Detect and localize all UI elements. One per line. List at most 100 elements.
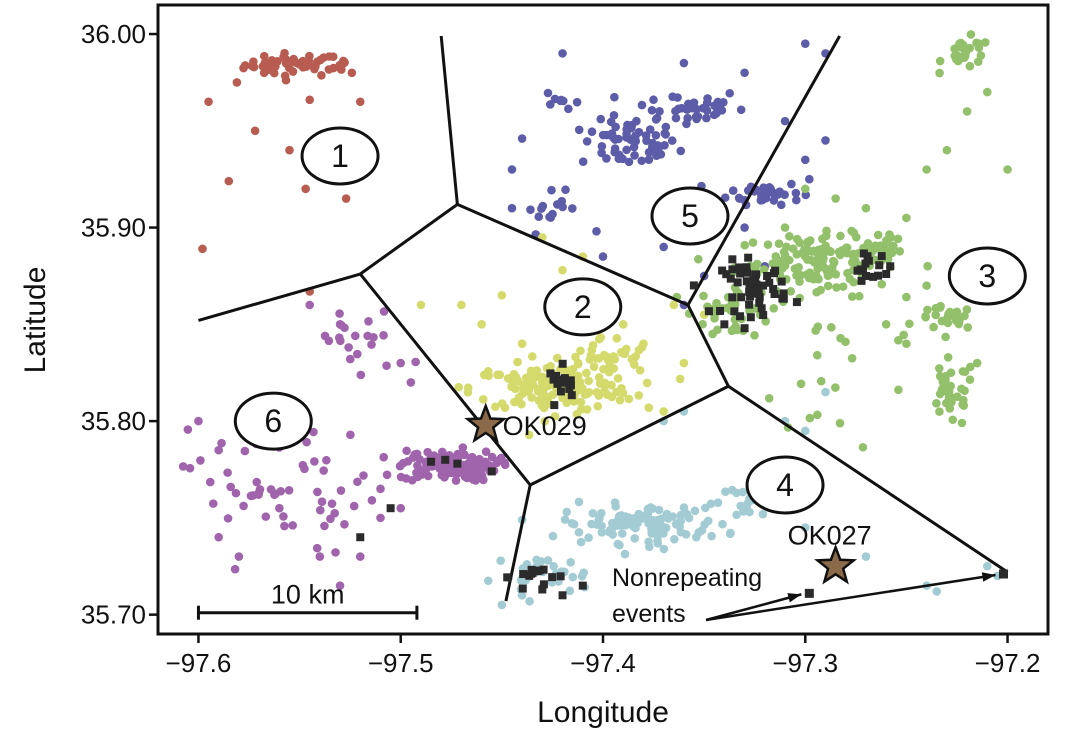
event-point: [805, 236, 815, 245]
event-point: [267, 56, 277, 65]
event-point: [649, 95, 658, 105]
event-point: [645, 125, 655, 134]
event-point: [208, 499, 218, 508]
event-point: [931, 303, 941, 313]
event-point: [525, 596, 534, 606]
event-point: [656, 149, 666, 159]
event-point: [642, 378, 652, 388]
repeating-event-square: [882, 270, 891, 279]
event-point: [794, 263, 803, 272]
region-label-ellipse: [745, 455, 825, 515]
repeating-event-square: [689, 281, 698, 290]
event-point: [740, 240, 750, 250]
event-point: [194, 416, 203, 426]
event-point: [549, 561, 558, 571]
event-point: [816, 285, 825, 295]
repeating-event-square: [874, 271, 883, 280]
event-point: [761, 317, 770, 326]
repeating-event-square: [777, 277, 786, 286]
event-point: [659, 242, 668, 252]
event-point: [364, 317, 373, 326]
event-point: [823, 281, 833, 291]
region-label-ellipse: [650, 186, 730, 246]
repeating-event-square: [886, 262, 895, 271]
event-point: [624, 394, 634, 404]
region-label-ellipse: [300, 126, 380, 186]
event-point: [699, 291, 708, 301]
event-point: [718, 519, 727, 529]
event-point: [440, 473, 449, 482]
event-point: [584, 376, 594, 386]
repeating-event-square: [740, 324, 749, 333]
event-point: [850, 256, 860, 266]
event-point: [902, 339, 911, 348]
event-point: [560, 515, 570, 524]
event-point: [328, 52, 338, 61]
event-point: [335, 320, 345, 329]
region-boundary: [359, 273, 532, 486]
event-point: [651, 131, 661, 140]
event-point: [787, 179, 796, 189]
event-point: [942, 145, 952, 155]
event-point: [252, 477, 262, 487]
event-point: [341, 194, 351, 203]
event-point: [791, 188, 801, 198]
repeating-event-square: [792, 298, 801, 307]
event-point: [412, 449, 422, 459]
event-point: [945, 307, 955, 317]
event-point: [319, 466, 328, 475]
event-point: [578, 157, 588, 166]
event-point: [178, 462, 188, 471]
event-point: [336, 486, 346, 495]
event-point: [831, 194, 840, 203]
event-point: [782, 242, 791, 252]
event-point: [922, 165, 931, 174]
event-point: [615, 395, 625, 405]
event-point: [589, 362, 599, 371]
event-point: [558, 96, 568, 106]
event-point: [630, 151, 639, 160]
event-point: [577, 571, 587, 581]
nonrepeating-arrow-line: [705, 573, 996, 622]
event-point: [676, 146, 686, 156]
event-point: [355, 552, 365, 561]
event-point: [679, 58, 689, 68]
x-axis-label: Longitude: [537, 696, 669, 729]
event-point: [413, 461, 422, 470]
event-point: [827, 323, 836, 332]
repeating-event-square: [728, 255, 737, 264]
event-point: [622, 145, 631, 155]
event-point: [959, 45, 969, 54]
axes-ticks: −97.6 −97.5 −97.4 −97.3 −97.2 35.70 35.80 35.90…: [81, 19, 1041, 678]
repeating-event-square: [736, 269, 745, 278]
event-point: [641, 131, 651, 140]
event-point: [507, 382, 516, 392]
event-point: [905, 319, 914, 329]
event-point: [922, 281, 931, 290]
event-point: [310, 457, 319, 466]
event-point: [613, 373, 623, 383]
event-point: [412, 468, 421, 478]
event-point: [396, 503, 406, 513]
event-point: [893, 234, 903, 244]
event-point: [983, 87, 992, 97]
repeating-event-square: [704, 307, 713, 316]
y-tick-label: 35.90: [81, 213, 146, 243]
repeating-event-square: [861, 259, 870, 268]
event-point: [587, 345, 597, 355]
event-point: [659, 407, 668, 416]
event-point: [644, 542, 654, 552]
event-point: [858, 442, 868, 452]
event-point: [524, 386, 534, 395]
event-point: [340, 519, 349, 529]
event-point: [379, 307, 389, 316]
event-point: [931, 310, 940, 320]
scale-bar-label: 10 km: [271, 580, 345, 610]
event-point: [838, 282, 848, 291]
event-point: [513, 357, 522, 367]
repeating-event-square: [718, 266, 727, 275]
repeating-event-square: [427, 457, 436, 466]
event-point: [631, 523, 640, 533]
repeating-event-square: [538, 585, 547, 594]
event-point: [527, 352, 537, 361]
